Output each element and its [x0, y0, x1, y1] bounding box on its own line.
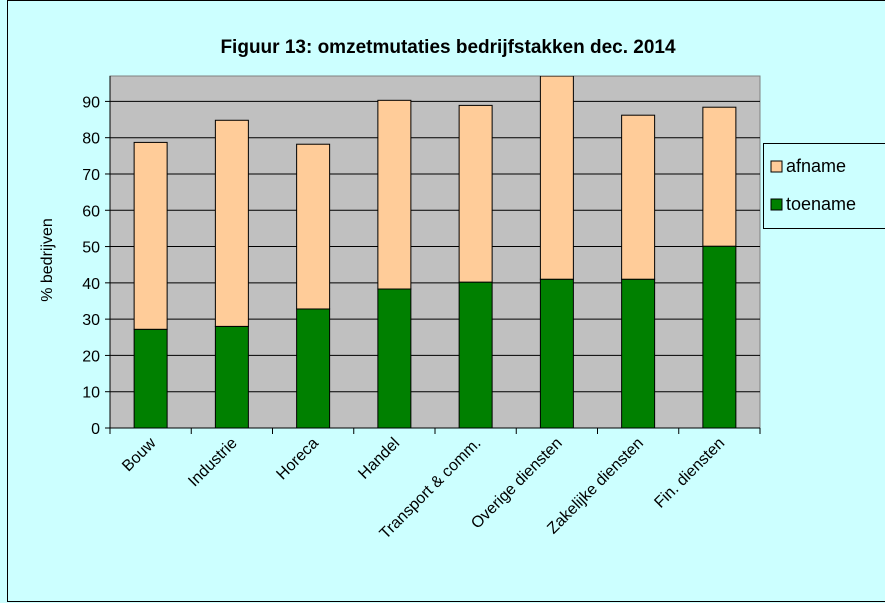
- bar-segment: [702, 106, 737, 247]
- bar-segment: [133, 141, 168, 330]
- legend-box: [763, 143, 885, 229]
- y-tick-label: 80: [82, 131, 100, 148]
- y-tick-label: 50: [82, 240, 100, 257]
- bar-segment: [214, 119, 249, 327]
- chart-border: [7, 0, 885, 602]
- bar-segment: [133, 328, 168, 428]
- bar-segment: [458, 104, 493, 283]
- legend-swatch: [770, 198, 783, 211]
- bar-segment: [621, 278, 656, 428]
- y-tick-label: 30: [82, 312, 100, 329]
- legend-swatch: [770, 160, 783, 173]
- y-tick-label: 10: [82, 385, 100, 402]
- bar-segment: [458, 281, 493, 428]
- bar-segment: [377, 288, 412, 428]
- legend-label: toename: [786, 194, 856, 214]
- y-tick-label: 60: [82, 203, 100, 220]
- bar-segment: [214, 325, 249, 428]
- bar-segment: [702, 245, 737, 428]
- y-tick-label: 90: [82, 94, 100, 111]
- plot-area: [109, 75, 761, 429]
- bar-segment: [539, 278, 574, 428]
- bar-segment: [377, 99, 412, 290]
- legend-label: afname: [786, 156, 846, 176]
- y-tick-label: 70: [82, 167, 100, 184]
- y-axis-label: % bedrijven: [39, 218, 56, 302]
- bar-segment: [621, 114, 656, 280]
- bar-segment: [296, 308, 331, 428]
- y-tick-label: 0: [91, 421, 100, 438]
- bar-segment: [296, 143, 331, 310]
- y-tick-label: 40: [82, 276, 100, 293]
- y-tick-label: 20: [82, 348, 100, 365]
- bar-segment: [539, 76, 574, 280]
- chart-title: Figuur 13: omzetmutaties bedrijfstakken …: [220, 37, 676, 58]
